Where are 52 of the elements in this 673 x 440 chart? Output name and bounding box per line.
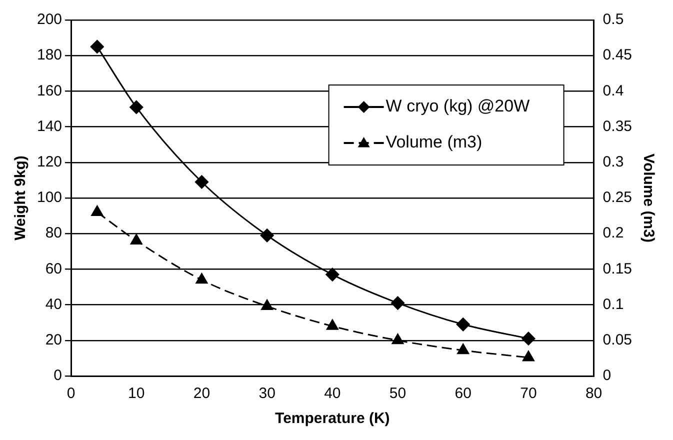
y-tick-label: 0 bbox=[54, 367, 62, 384]
x-tick-label: 40 bbox=[324, 385, 341, 402]
x-tick-label: 0 bbox=[66, 385, 76, 402]
x-tick-label: 10 bbox=[128, 385, 145, 402]
point bbox=[456, 318, 470, 332]
point bbox=[391, 296, 405, 310]
y-tick-label: 20 bbox=[45, 332, 62, 349]
y-tick-label: 120 bbox=[36, 154, 62, 171]
y2-tick-label: 0.15 bbox=[602, 260, 632, 278]
point bbox=[194, 175, 208, 189]
point bbox=[260, 228, 274, 242]
x-tick-label: 50 bbox=[389, 385, 406, 402]
y-axis-title: Weight 9kg) bbox=[12, 156, 30, 240]
y-tick-label: 40 bbox=[45, 296, 62, 313]
y-tick-label: 80 bbox=[45, 224, 62, 242]
point bbox=[130, 234, 142, 244]
x-tick-label: 30 bbox=[258, 385, 276, 402]
y-tick-label: 100 bbox=[36, 189, 62, 206]
y2-tick-label: 0.2 bbox=[602, 224, 624, 242]
x-tick-label: 20 bbox=[193, 385, 210, 402]
y2-tick-label: 0.4 bbox=[602, 82, 624, 100]
y2-tick-label: 0.35 bbox=[602, 118, 632, 135]
point bbox=[130, 100, 144, 114]
y2-tick-label: 0.3 bbox=[602, 154, 624, 171]
y-tick-label: 200 bbox=[36, 11, 62, 28]
y2-axis-title: Volume (m3) bbox=[640, 154, 657, 242]
y-tick-label: 140 bbox=[36, 118, 62, 135]
y-tick-label: 160 bbox=[36, 82, 62, 100]
x-axis-title: Temperature (K) bbox=[275, 410, 390, 428]
x-tick-label: 80 bbox=[585, 385, 602, 402]
point bbox=[90, 40, 104, 54]
point bbox=[326, 268, 340, 282]
y2-tick-label: 0.1 bbox=[602, 296, 624, 313]
point bbox=[326, 319, 338, 330]
y2-tick-label: 0.45 bbox=[602, 46, 632, 64]
point bbox=[392, 334, 404, 344]
point bbox=[261, 299, 274, 310]
y-tick-label: 60 bbox=[45, 260, 62, 278]
legend-label: Volume (m3) bbox=[386, 132, 482, 152]
point bbox=[522, 332, 536, 346]
point bbox=[522, 350, 534, 362]
x-tick-label: 60 bbox=[454, 385, 472, 402]
x-tick-label: 70 bbox=[520, 385, 537, 402]
y2-tick-label: 0.5 bbox=[602, 11, 624, 28]
point bbox=[196, 273, 208, 284]
y2-tick-label: 0 bbox=[602, 367, 612, 384]
y2-tick-label: 0.05 bbox=[602, 332, 632, 349]
point bbox=[91, 205, 104, 216]
y2-tick-label: 0.25 bbox=[602, 189, 632, 206]
point bbox=[457, 344, 470, 354]
legend-label: W cryo (kg) @20W bbox=[386, 96, 530, 116]
y-tick-label: 180 bbox=[36, 46, 62, 64]
